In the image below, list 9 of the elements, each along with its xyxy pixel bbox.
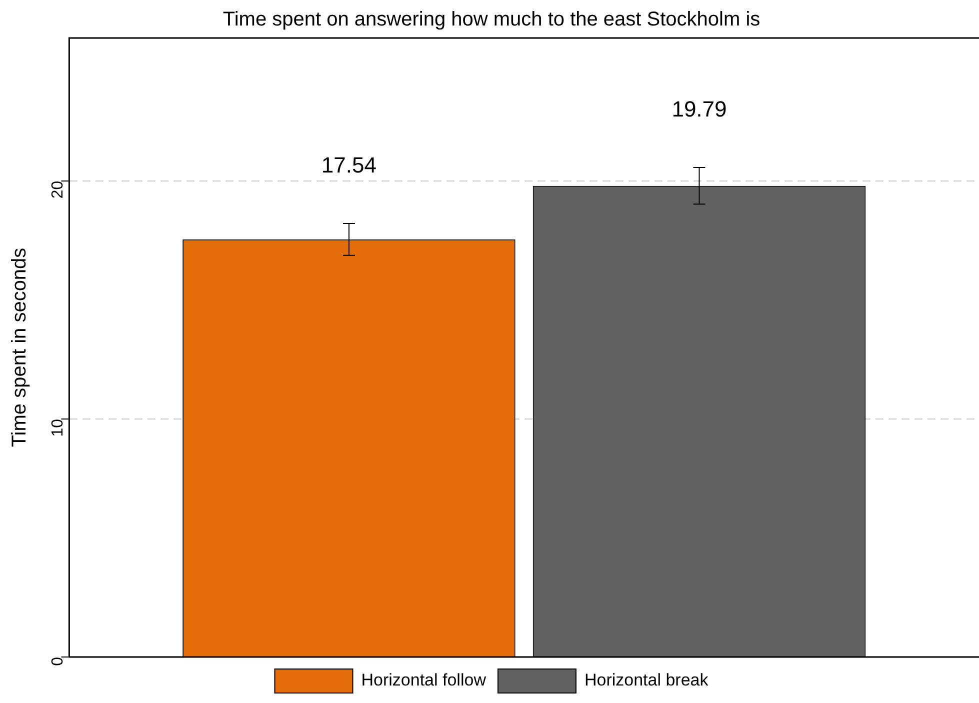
y-tick-label: 0 bbox=[50, 656, 67, 666]
data-label: 17.54 bbox=[321, 152, 376, 178]
y-tick-label: 20 bbox=[50, 180, 67, 199]
data-label: 19.79 bbox=[672, 96, 727, 122]
legend-label: Horizontal break bbox=[584, 670, 709, 690]
y-axis-title: Time spent in seconds bbox=[8, 248, 31, 448]
legend-label: Horizontal follow bbox=[361, 670, 487, 690]
y-tick-label: 10 bbox=[50, 418, 67, 437]
chart-title: Time spent on answering how much to the east Stockholm is bbox=[222, 8, 760, 31]
